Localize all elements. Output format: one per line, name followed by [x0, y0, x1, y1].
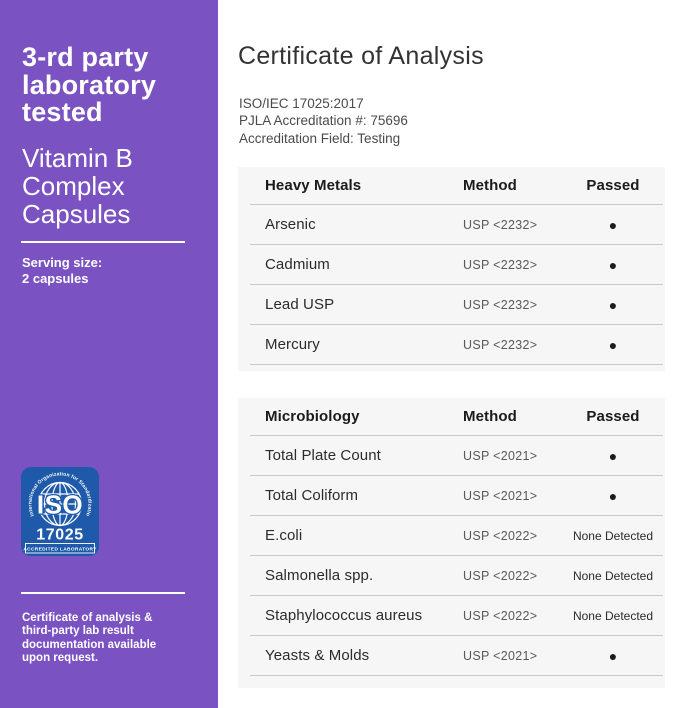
column-header-method: Method: [463, 408, 517, 425]
iso-17025-badge-icon: International Organization for Standardi…: [21, 467, 99, 556]
analyte-name: Yeasts & Molds: [265, 647, 370, 664]
table-row: Staphylococcus aureus USP <2022> None De…: [250, 596, 663, 636]
method-value: USP <2022>: [463, 608, 538, 623]
table-row: Arsenic USP <2232> ●: [250, 205, 663, 245]
badge-number-text: 17025: [36, 527, 84, 544]
sidebar-divider: [21, 241, 185, 243]
column-header-passed: Passed: [586, 408, 640, 425]
method-value: USP <2022>: [463, 528, 538, 543]
passed-indicator: None Detected: [572, 568, 654, 583]
sidebar: 3-rd party laboratory tested Vitamin B C…: [0, 0, 218, 708]
method-value: USP <2021>: [463, 448, 538, 463]
analyte-name: E.coli: [265, 527, 303, 544]
badge-label-text: ACCREDITED LABORATORY: [23, 547, 97, 553]
analyte-name: Arsenic: [265, 216, 316, 233]
product-name: Vitamin B Complex Capsules: [22, 143, 133, 229]
method-value: USP <2232>: [463, 217, 538, 232]
table-header-row: Heavy Metals Method Passed: [250, 167, 663, 205]
method-value: USP <2232>: [463, 337, 538, 352]
passed-indicator: ●: [608, 447, 618, 464]
analyte-name: Lead USP: [265, 296, 335, 313]
passed-indicator: ●: [608, 216, 618, 233]
table-row: Lead USP USP <2232> ●: [250, 285, 663, 325]
serving-size: Serving size: 2 capsules: [22, 255, 103, 286]
passed-indicator: ●: [608, 256, 618, 273]
heavy-metals-table: Heavy Metals Method Passed Arsenic USP <…: [238, 167, 665, 371]
table-header-row: Microbiology Method Passed: [250, 398, 663, 436]
availability-note: Certificate of analysis & third-party la…: [22, 612, 157, 665]
badge-label-box: [25, 543, 95, 554]
method-value: USP <2232>: [463, 297, 538, 312]
method-value: USP <2021>: [463, 648, 538, 663]
badge-iso-text: ISO: [37, 490, 83, 520]
method-value: USP <2021>: [463, 488, 538, 503]
analyte-name: Staphylococcus aureus: [265, 607, 423, 624]
analyte-name: Cadmium: [265, 256, 330, 273]
table-row: E.coli USP <2022> None Detected: [250, 516, 663, 556]
sidebar-divider: [21, 592, 185, 594]
passed-indicator: ●: [608, 647, 618, 664]
table-row: Cadmium USP <2232> ●: [250, 245, 663, 285]
table-row: Yeasts & Molds USP <2021> ●: [250, 636, 663, 676]
table-row: Salmonella spp. USP <2022> None Detected: [250, 556, 663, 596]
sidebar-headline: 3-rd party laboratory tested: [22, 42, 157, 127]
column-header-method: Method: [463, 177, 517, 194]
column-header-analyte: Heavy Metals: [265, 177, 362, 194]
passed-indicator: ●: [608, 487, 618, 504]
passed-indicator: None Detected: [572, 608, 654, 623]
table-row: Mercury USP <2232> ●: [250, 325, 663, 365]
method-value: USP <2232>: [463, 257, 538, 272]
analyte-name: Total Coliform: [265, 487, 359, 504]
table-row: Total Plate Count USP <2021> ●: [250, 436, 663, 476]
page-title: Certificate of Analysis: [238, 42, 484, 70]
globe-icon: [37, 481, 83, 527]
analyte-name: Salmonella spp.: [265, 567, 374, 584]
passed-indicator: ●: [608, 296, 618, 313]
column-header-passed: Passed: [586, 177, 640, 194]
column-header-analyte: Microbiology: [265, 408, 360, 425]
microbiology-table: Microbiology Method Passed Total Plate C…: [238, 398, 665, 688]
accreditation-details: ISO/IEC 17025:2017 PJLA Accreditation #:…: [239, 96, 408, 146]
method-value: USP <2022>: [463, 568, 538, 583]
passed-indicator: ●: [608, 336, 618, 353]
analyte-name: Total Plate Count: [265, 447, 381, 464]
passed-indicator: None Detected: [572, 528, 654, 543]
table-row: Total Coliform USP <2021> ●: [250, 476, 663, 516]
analyte-name: Mercury: [265, 336, 320, 353]
